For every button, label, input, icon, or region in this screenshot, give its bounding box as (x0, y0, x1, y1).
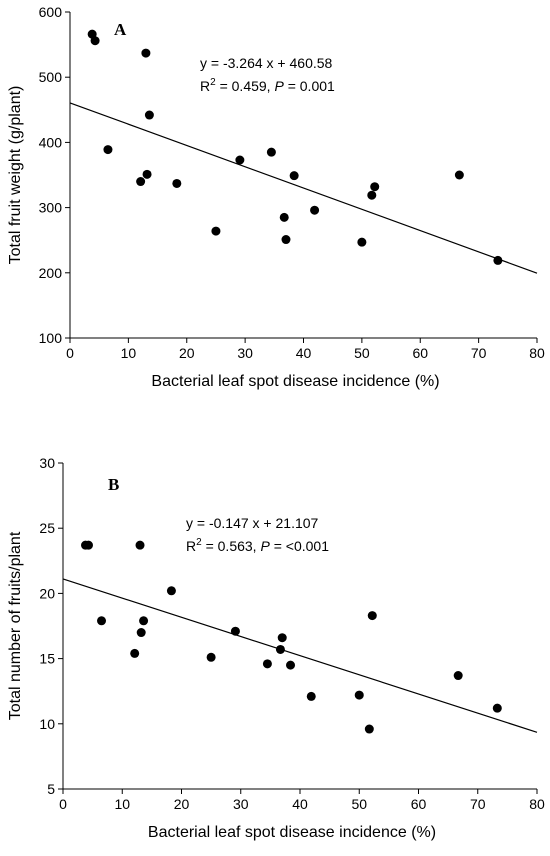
regression-stats: R2 = 0.563, P = <0.001 (186, 537, 329, 554)
data-point (454, 170, 464, 180)
data-point (211, 226, 221, 236)
x-tick-label: 0 (66, 345, 74, 361)
panel-letter: A (114, 20, 127, 39)
data-point (275, 644, 285, 654)
panel-a: 0 10 20 30 40 50 60 70 80 100 200 300 400 500 600 Bacte… (7, 4, 545, 390)
data-point (281, 235, 291, 245)
r2-superscript: 2 (196, 537, 202, 548)
r2-superscript: 2 (210, 77, 216, 88)
p-label: P (260, 538, 270, 554)
x-tick-label: 80 (529, 345, 545, 361)
data-point (172, 178, 182, 188)
data-point (262, 659, 272, 669)
data-point (367, 611, 377, 621)
y-tick-label: 10 (39, 716, 55, 732)
data-point (136, 628, 146, 638)
data-point (166, 586, 176, 596)
p-value: = <0.001 (270, 538, 329, 554)
data-point (103, 145, 113, 155)
regression-stats: R2 = 0.459, P = 0.001 (200, 77, 335, 94)
data-point (235, 155, 245, 165)
regression-line (69, 102, 538, 274)
x-tick-label: 40 (292, 796, 308, 812)
x-tick-label: 80 (529, 796, 545, 812)
p-label: P (274, 78, 284, 94)
data-point (230, 626, 240, 636)
x-tick-label: 0 (59, 796, 67, 812)
x-tick-label: 30 (237, 345, 253, 361)
panel-b: 0 10 20 30 40 50 60 70 80 5 10 15 20 25 30 Bacterial le… (7, 455, 545, 841)
r2-label: R (200, 78, 210, 94)
data-point (139, 616, 149, 626)
x-tick-label: 20 (174, 796, 190, 812)
regression-equation: y = -3.264 x + 460.58 (200, 55, 333, 71)
panel-letter: B (108, 475, 119, 494)
r2-value: = 0.459, (216, 78, 275, 94)
y-tick-label: 600 (39, 4, 63, 20)
y-tick-label: 15 (39, 651, 55, 667)
data-point (310, 205, 320, 215)
data-point (279, 212, 289, 222)
regression-line (62, 578, 538, 733)
x-tick-label: 30 (233, 796, 249, 812)
y-tick-label: 25 (39, 520, 55, 536)
regression-equation: y = -0.147 x + 21.107 (186, 515, 319, 531)
data-point (364, 724, 374, 734)
p-value: = 0.001 (284, 78, 335, 94)
y-tick-label: 5 (47, 781, 55, 797)
data-point (142, 169, 152, 179)
data-point (144, 110, 154, 120)
y-tick-label: 300 (39, 200, 63, 216)
y-tick-label: 500 (39, 69, 63, 85)
x-tick-label: 20 (179, 345, 195, 361)
data-point (357, 237, 367, 247)
data-point (277, 633, 287, 643)
data-point (83, 540, 93, 550)
y-tick-label: 200 (39, 265, 63, 281)
data-point (130, 648, 140, 658)
x-tick-label: 10 (121, 345, 137, 361)
y-tick-label: 30 (39, 455, 55, 471)
data-point (266, 147, 276, 157)
r2-value: = 0.563, (202, 538, 261, 554)
data-point (141, 48, 151, 58)
data-point (289, 171, 299, 181)
data-point (453, 671, 463, 681)
data-point (367, 190, 377, 200)
data-point (206, 652, 216, 662)
data-point (493, 255, 503, 265)
x-axis-title: Bacterial leaf spot disease incidence (%… (148, 824, 436, 841)
x-tick-label: 10 (114, 796, 130, 812)
y-axis-title: Total number of fruits/plant (7, 531, 24, 720)
x-tick-label: 70 (470, 796, 486, 812)
x-tick-label: 60 (412, 345, 428, 361)
x-axis-title: Bacterial leaf spot disease incidence (%… (151, 373, 439, 390)
y-tick-label: 20 (39, 585, 55, 601)
x-tick-label: 40 (296, 345, 312, 361)
x-tick-label: 70 (471, 345, 487, 361)
x-tick-label: 60 (411, 796, 427, 812)
data-point (286, 660, 296, 670)
x-tick-label: 50 (354, 345, 370, 361)
data-point (354, 690, 364, 700)
y-tick-label: 100 (39, 330, 63, 346)
r2-label: R (186, 538, 196, 554)
data-point (306, 691, 316, 701)
data-point (90, 36, 100, 46)
y-tick-label: 400 (39, 134, 63, 150)
data-point (136, 177, 146, 187)
data-point (492, 703, 502, 713)
data-point (370, 182, 380, 192)
y-axis-title: Total fruit weight (g/plant) (7, 86, 24, 265)
data-point (135, 540, 145, 550)
x-tick-label: 50 (351, 796, 367, 812)
data-point (97, 616, 107, 626)
